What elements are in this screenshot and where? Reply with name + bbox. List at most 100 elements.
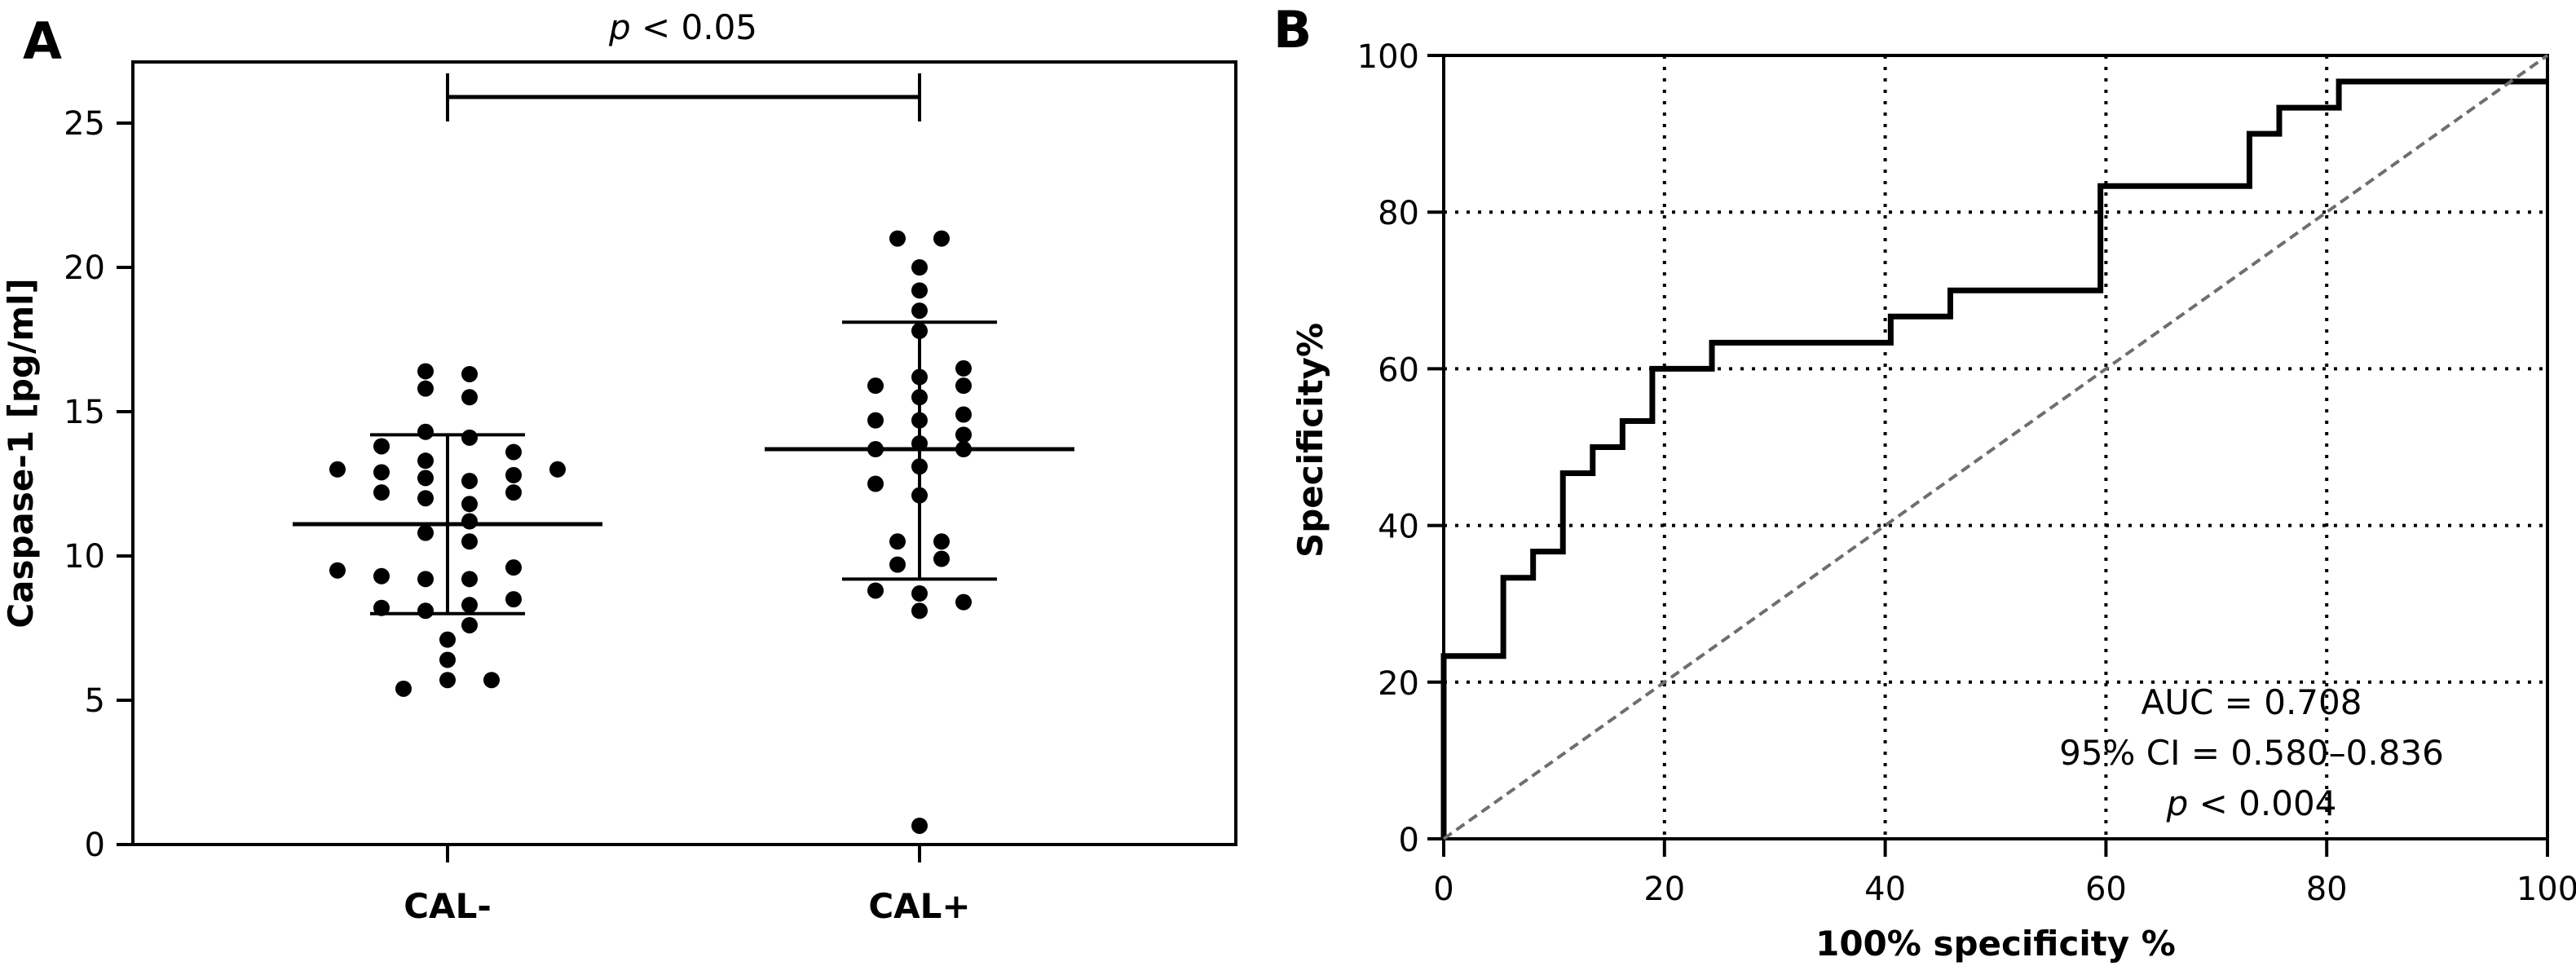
data-point xyxy=(889,230,906,247)
data-point xyxy=(505,484,522,501)
roc-p: p xyxy=(2166,783,2189,823)
data-point xyxy=(395,680,412,697)
panel-a-y-axis: 0 5 10 15 20 25 xyxy=(64,105,133,864)
panel-b-x-axis-title: 100% specificity % xyxy=(1815,924,2176,964)
x-tick-label: 0 xyxy=(1433,871,1453,908)
data-point xyxy=(439,672,456,689)
significance-value: < 0.05 xyxy=(631,7,757,47)
data-point xyxy=(911,282,928,299)
data-point xyxy=(461,513,478,530)
y-tick-label: 40 xyxy=(1378,509,1419,546)
data-point xyxy=(911,817,928,834)
data-point xyxy=(373,484,390,501)
significance-p: p xyxy=(608,7,631,47)
data-point xyxy=(867,475,884,492)
data-point xyxy=(329,461,346,478)
category-label: CAL- xyxy=(404,886,492,926)
roc-curve xyxy=(1440,78,2547,839)
data-point xyxy=(417,380,434,397)
data-point xyxy=(461,533,478,550)
data-point xyxy=(461,496,478,513)
data-point xyxy=(417,452,434,470)
y-tick-label: 25 xyxy=(64,105,105,143)
panel-b-label: B xyxy=(1273,0,1312,60)
x-tick-label: 40 xyxy=(1864,871,1906,908)
data-point xyxy=(955,359,972,377)
data-point xyxy=(955,377,972,395)
data-point xyxy=(955,426,972,443)
data-point xyxy=(373,599,390,616)
data-point xyxy=(461,571,478,588)
data-point xyxy=(461,472,478,489)
significance-bracket: p < 0.05 xyxy=(446,7,921,121)
data-point xyxy=(417,423,434,440)
data-point xyxy=(955,406,972,423)
data-point xyxy=(373,567,390,584)
auc-label: AUC = 0.708 xyxy=(2142,682,2362,722)
data-point xyxy=(549,461,566,478)
panel-a-label: A xyxy=(23,11,62,71)
data-point xyxy=(373,464,390,481)
panel-b-y-axis: 0 20 40 60 80 100 xyxy=(1357,38,1444,859)
x-tick-label: 80 xyxy=(2306,871,2348,908)
significance-label: p < 0.05 xyxy=(608,7,757,47)
data-point xyxy=(373,438,390,455)
data-point xyxy=(417,363,434,380)
data-point xyxy=(461,597,478,614)
data-point xyxy=(439,631,456,648)
y-tick-label: 15 xyxy=(64,394,105,431)
y-tick-label: 0 xyxy=(1399,822,1419,859)
panel-a-y-axis-title: Caspase-1 [pg/ml] xyxy=(1,278,41,628)
data-point xyxy=(483,672,500,689)
data-point xyxy=(417,524,434,541)
x-tick-label: 60 xyxy=(2085,871,2127,908)
y-tick-label: 20 xyxy=(1378,665,1419,703)
data-point xyxy=(933,230,950,247)
data-point xyxy=(417,490,434,507)
category-label: CAL+ xyxy=(868,886,970,926)
data-point xyxy=(867,582,884,599)
x-tick-label: 20 xyxy=(1643,871,1685,908)
data-point xyxy=(505,591,522,608)
panel-a-frame xyxy=(131,60,1237,846)
data-point xyxy=(933,550,950,567)
data-point xyxy=(911,259,928,276)
data-point xyxy=(889,533,906,550)
data-point xyxy=(889,556,906,573)
data-point xyxy=(329,562,346,579)
panel-b-x-axis: 0 20 40 60 80 100 xyxy=(1433,839,2576,908)
panel-a-marks xyxy=(293,230,1074,834)
data-point xyxy=(461,389,478,406)
panel-b-marks xyxy=(1440,54,2549,840)
data-point xyxy=(933,533,950,550)
y-tick-label: 0 xyxy=(85,827,105,864)
y-tick-label: 80 xyxy=(1378,195,1419,232)
data-point xyxy=(439,651,456,668)
panel-b: B 0 20 40 60 80 100 0 20 40 60 80 100 Specificity%… xyxy=(1273,0,2576,964)
panel-b-grid xyxy=(1444,55,2547,839)
roc-p-value: < 0.004 xyxy=(2188,783,2336,823)
ci-label: 95% CI = 0.580–0.836 xyxy=(2059,733,2444,773)
data-point xyxy=(505,466,522,483)
data-point xyxy=(461,365,478,382)
data-point xyxy=(461,429,478,446)
group-CAL+ xyxy=(765,230,1074,834)
data-point xyxy=(955,593,972,611)
panel-a-x-axis: CAL- CAL+ xyxy=(404,845,971,926)
data-point xyxy=(867,412,884,429)
data-point xyxy=(911,585,928,602)
data-point xyxy=(417,571,434,588)
data-point xyxy=(867,377,884,395)
reference-line xyxy=(1442,54,2549,840)
y-tick-label: 10 xyxy=(64,538,105,576)
y-tick-label: 5 xyxy=(85,682,105,720)
data-point xyxy=(911,302,928,320)
y-tick-label: 100 xyxy=(1357,38,1419,76)
data-point xyxy=(911,602,928,620)
group-CAL- xyxy=(293,363,602,697)
data-point xyxy=(417,602,434,620)
roc-annotation: AUC = 0.708 95% CI = 0.580–0.836 p < 0.0… xyxy=(2059,682,2444,823)
y-tick-label: 60 xyxy=(1378,351,1419,389)
